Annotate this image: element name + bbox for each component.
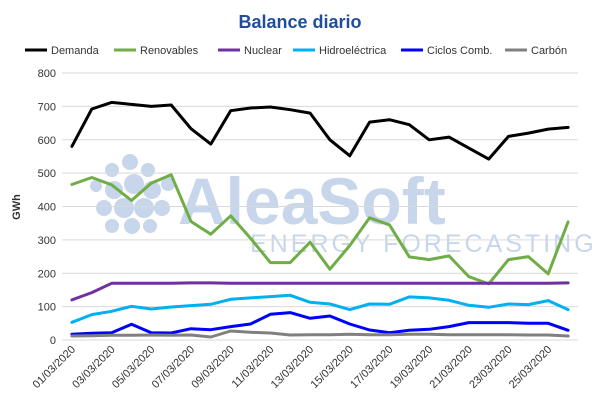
legend-item: Nuclear — [218, 45, 282, 57]
watermark-dot — [122, 154, 138, 170]
watermark-dot — [114, 198, 134, 218]
y-axis-label: GWh — [11, 194, 23, 220]
watermark-dot — [124, 218, 140, 234]
y-axis-ticks: 0 100 200 300 400 500 600 700 800 — [38, 68, 56, 347]
legend-item: Demanda — [25, 45, 100, 57]
grid — [62, 72, 578, 341]
y-tick-label: 200 — [38, 268, 56, 280]
legend-label: Demanda — [51, 45, 100, 57]
y-tick-label: 300 — [38, 235, 56, 247]
legend-item: Hidroeléctrica — [293, 45, 387, 57]
legend-label: Hidroeléctrica — [319, 45, 387, 57]
legend-item: Carbón — [505, 45, 567, 57]
watermark-dot — [124, 174, 144, 194]
watermark-dot — [143, 219, 157, 233]
y-tick-label: 800 — [38, 68, 56, 80]
series-lines — [70, 100, 570, 339]
watermark-dot — [96, 200, 112, 216]
watermark-dot — [161, 177, 175, 191]
series-line-carb-n — [70, 329, 570, 339]
watermark-dot — [154, 200, 170, 216]
watermark-logo-icon — [90, 154, 175, 234]
x-axis-ticks: 01/03/202003/03/202005/03/202007/03/2020… — [31, 344, 555, 391]
series-line-demanda — [70, 100, 570, 161]
x-tick-label: 09/03/2020 — [189, 344, 236, 391]
watermark-dot — [105, 219, 119, 233]
series-line-ciclos-comb- — [70, 311, 570, 336]
legend-label: Renovables — [140, 45, 199, 57]
chart-title: Balance diario — [238, 12, 361, 32]
watermark-dot — [141, 163, 155, 177]
legend-label: Ciclos Comb. — [427, 45, 492, 57]
watermark-dot — [105, 163, 119, 177]
x-tick-label: 25/03/2020 — [507, 344, 554, 391]
y-tick-label: 0 — [50, 335, 56, 347]
y-tick-label: 100 — [38, 302, 56, 314]
watermark-dot — [90, 180, 102, 192]
watermark-tagline: ENERGY FORECASTING — [250, 230, 597, 258]
legend: Demanda Renovables Nuclear Hidroeléctrica Ci… — [25, 45, 567, 57]
y-tick-label: 400 — [38, 202, 56, 214]
legend-label: Carbón — [531, 45, 567, 57]
series-line-hidroel-ctrica — [70, 293, 570, 324]
y-tick-label: 700 — [38, 101, 56, 113]
y-tick-label: 500 — [38, 168, 56, 180]
y-tick-label: 600 — [38, 135, 56, 147]
watermark-dot — [134, 198, 154, 218]
legend-item: Ciclos Comb. — [401, 45, 492, 57]
series-line-nuclear — [70, 281, 570, 302]
watermark: AleaSoft ENERGY FORECASTING — [90, 154, 597, 258]
legend-item: Renovables — [114, 45, 199, 57]
watermark-brand: AleaSoft — [178, 164, 446, 238]
legend-label: Nuclear — [244, 45, 282, 57]
